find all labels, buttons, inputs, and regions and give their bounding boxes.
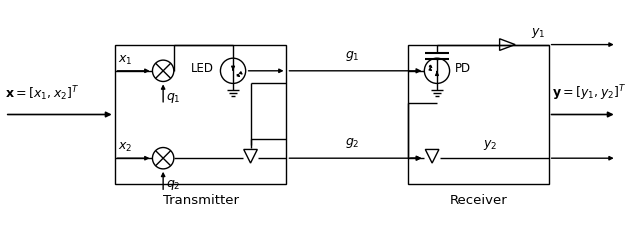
Text: $y_1$: $y_1$	[531, 26, 546, 40]
Text: Receiver: Receiver	[449, 194, 507, 207]
Text: $\mathbf{x}=[x_1,x_2]^T$: $\mathbf{x}=[x_1,x_2]^T$	[5, 84, 79, 103]
Text: Transmitter: Transmitter	[163, 194, 239, 207]
Text: $g_2$: $g_2$	[345, 136, 359, 150]
Bar	[115, 45, 287, 184]
Text: $q_1$: $q_1$	[166, 91, 180, 105]
Text: $\mathbf{y}=[y_1,y_2]^T$: $\mathbf{y}=[y_1,y_2]^T$	[552, 83, 626, 103]
Text: PD: PD	[454, 62, 470, 75]
Text: $y_2$: $y_2$	[483, 138, 497, 152]
Text: $g_1$: $g_1$	[345, 49, 359, 63]
Text: $x_2$: $x_2$	[118, 141, 133, 154]
Text: $q_2$: $q_2$	[166, 178, 180, 192]
Text: LED: LED	[191, 62, 214, 75]
Text: $x_1$: $x_1$	[118, 54, 133, 67]
Bar	[408, 45, 548, 184]
